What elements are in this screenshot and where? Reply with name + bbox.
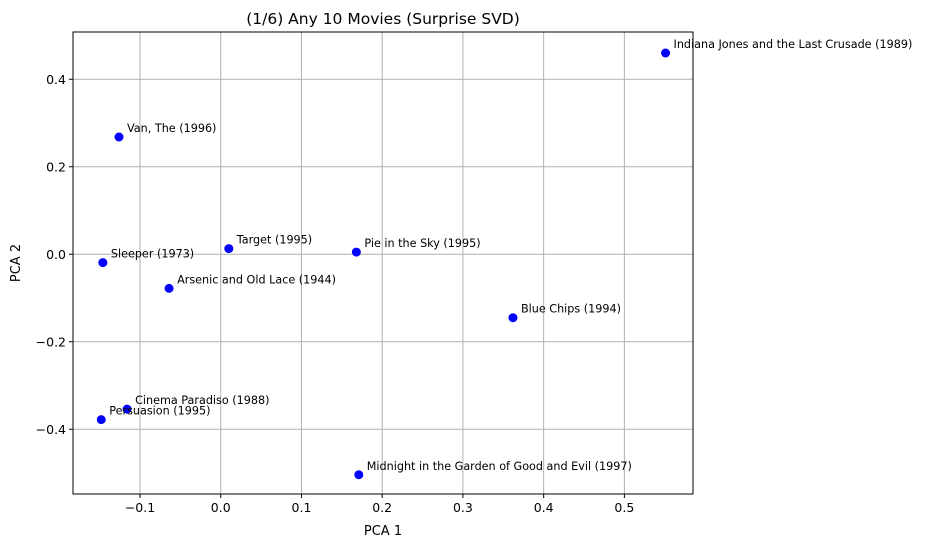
data-point <box>508 313 518 323</box>
x-tick-label: 0.2 <box>372 500 392 515</box>
x-tick-label: 0.5 <box>614 500 634 515</box>
point-label: Pie in the Sky (1995) <box>364 237 480 250</box>
y-tick-label: 0.2 <box>46 159 66 174</box>
point-label: Van, The (1996) <box>127 122 216 135</box>
ticks-layer: −0.1 0.0 0.1 0.2 0.3 0.4 0.5 −0.4 −0.2 0.0 0.2 0.4 <box>36 72 635 515</box>
x-tick-label: 0.3 <box>453 500 473 515</box>
data-point <box>224 244 234 254</box>
data-point <box>122 404 132 414</box>
point-label: Midnight in the Garden of Good and Evil … <box>367 460 632 473</box>
y-tick-label: 0.0 <box>46 247 66 262</box>
x-tick-label: 0.1 <box>292 500 312 515</box>
data-point <box>98 258 108 268</box>
data-point <box>164 283 174 293</box>
data-point <box>96 415 106 425</box>
grid-layer <box>73 32 693 494</box>
plot-frame <box>72 31 694 495</box>
y-tick-label: 0.4 <box>46 72 66 87</box>
point-label: Sleeper (1973) <box>111 248 194 261</box>
point-label: Target (1995) <box>236 234 312 247</box>
x-axis-title: PCA 1 <box>364 524 402 539</box>
point-labels-layer: Indiana Jones and the Last Crusade (1989… <box>109 38 912 473</box>
data-point <box>114 132 124 142</box>
data-point <box>661 48 671 58</box>
points-layer <box>96 48 671 480</box>
point-label: Cinema Paradiso (1988) <box>135 394 269 407</box>
data-point <box>351 247 361 257</box>
x-tick-label: 0.0 <box>211 500 231 515</box>
chart-title: (1/6) Any 10 Movies (Surprise SVD) <box>246 10 520 28</box>
point-label: Indiana Jones and the Last Crusade (1989… <box>674 38 913 51</box>
y-axis-title: PCA 2 <box>9 244 24 282</box>
y-tick-label: −0.2 <box>36 334 66 349</box>
x-tick-label: 0.4 <box>534 500 554 515</box>
point-label: Arsenic and Old Lace (1944) <box>177 273 336 286</box>
y-tick-label: −0.4 <box>36 422 66 437</box>
x-tick-label: −0.1 <box>125 500 155 515</box>
point-label: Blue Chips (1994) <box>521 303 621 316</box>
data-point <box>354 470 364 480</box>
point-label: Persuasion (1995) <box>109 405 210 418</box>
